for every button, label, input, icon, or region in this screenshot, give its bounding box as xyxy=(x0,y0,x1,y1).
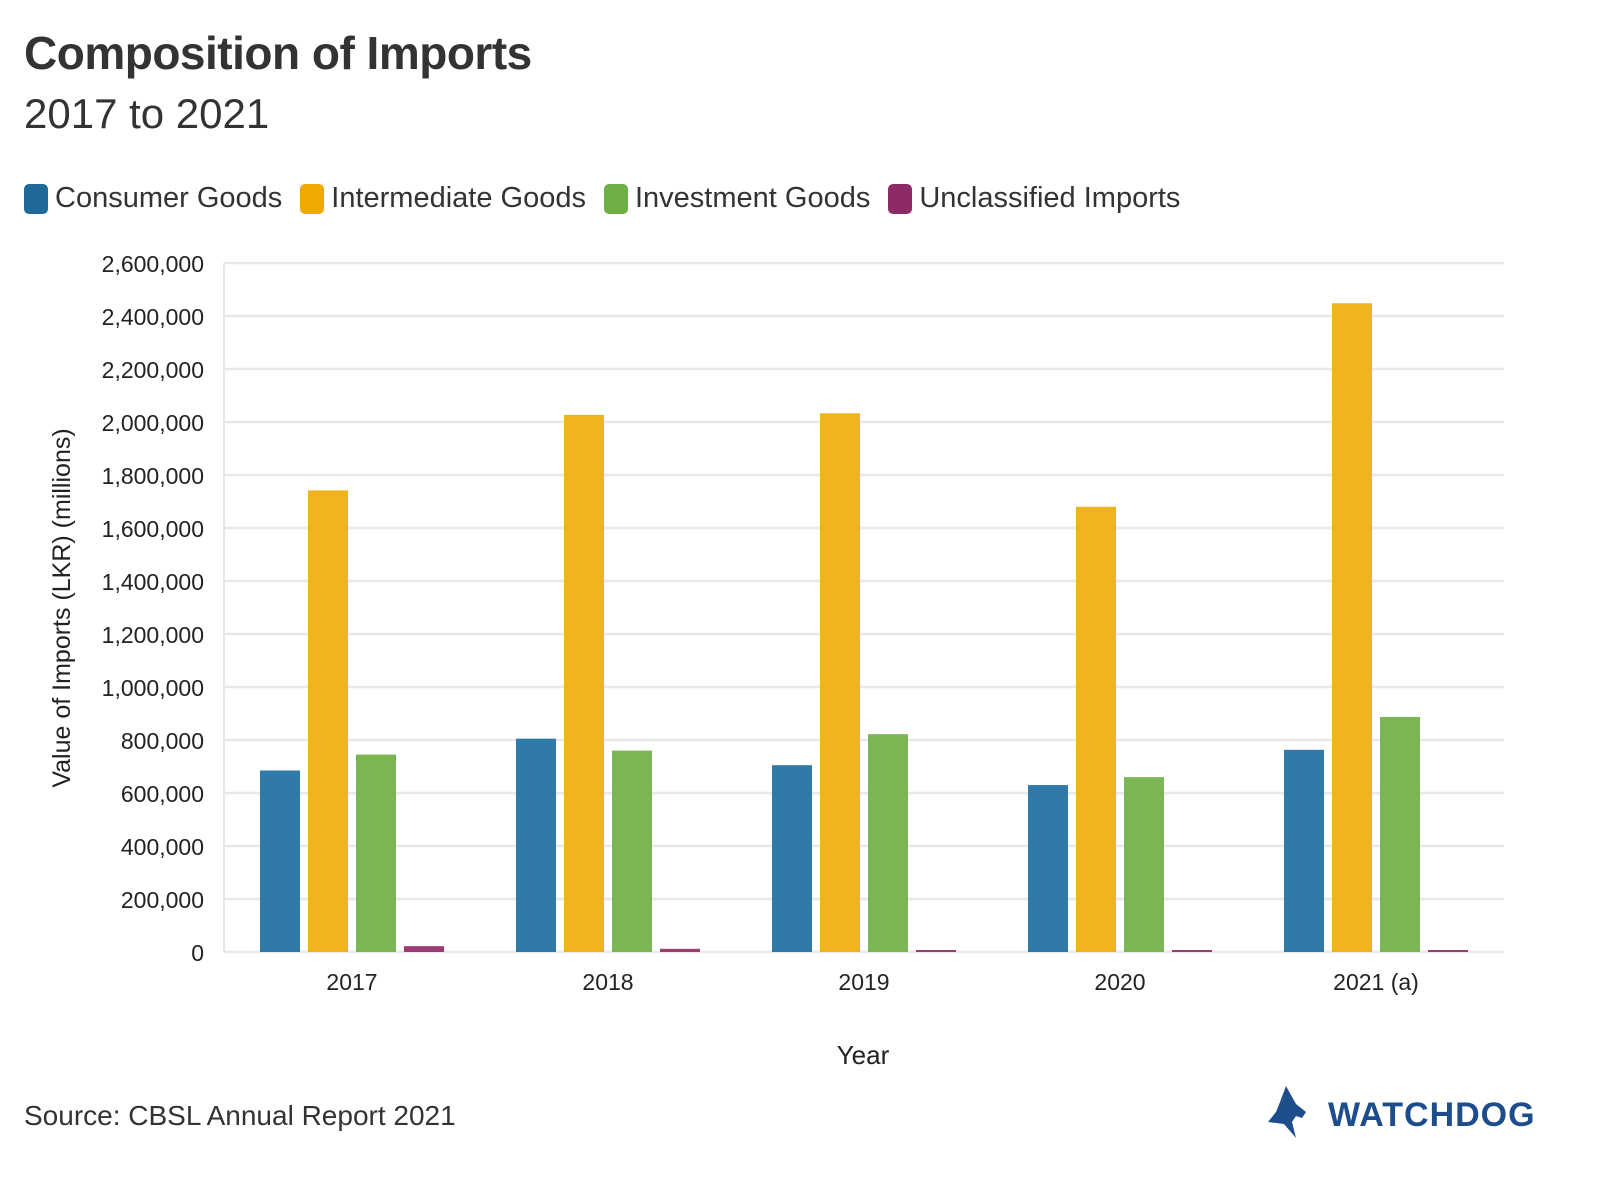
bar-consumer-goods[interactable] xyxy=(1284,749,1324,952)
x-tick-label: 2018 xyxy=(582,969,633,995)
bar-unclassified-imports[interactable] xyxy=(916,950,956,952)
legend-label-investment-goods: Investment Goods xyxy=(634,182,871,214)
legend-label-consumer-goods: Consumer Goods xyxy=(55,182,283,214)
legend-item-intermediate-goods[interactable]: Intermediate Goods xyxy=(300,182,586,215)
bar-consumer-goods[interactable] xyxy=(1028,785,1068,952)
legend-label-intermediate-goods: Intermediate Goods xyxy=(331,182,586,214)
legend-item-investment-goods[interactable]: Investment Goods xyxy=(603,182,871,215)
bar-intermediate-goods[interactable] xyxy=(1076,506,1116,952)
y-tick-label: 1,800,000 xyxy=(102,463,204,489)
bar-intermediate-goods[interactable] xyxy=(564,414,604,953)
bar-investment-goods[interactable] xyxy=(1124,777,1164,952)
y-tick-label: 2,200,000 xyxy=(102,357,204,383)
legend-swatch-investment-goods xyxy=(603,183,628,214)
y-tick-label: 2,600,000 xyxy=(102,251,204,277)
y-tick-label: 1,200,000 xyxy=(102,622,204,648)
logo-text: WATCHDOG xyxy=(1328,1096,1536,1134)
bar-consumer-goods[interactable] xyxy=(260,770,300,952)
axes: 0 200,000 400,000 600,000 800,000 1,000,000 1,… xyxy=(102,251,1419,995)
bar-investment-goods[interactable] xyxy=(868,734,908,952)
bar-investment-goods[interactable] xyxy=(356,754,396,952)
bars xyxy=(260,303,1468,953)
y-tick-label: 2,000,000 xyxy=(102,410,204,436)
bar-consumer-goods[interactable] xyxy=(516,738,556,952)
x-axis-title: Year xyxy=(837,1040,890,1070)
watchdog-logo[interactable]: WATCHDOG xyxy=(1262,1082,1562,1152)
y-tick-label: 400,000 xyxy=(121,834,204,860)
bar-intermediate-goods[interactable] xyxy=(820,413,860,952)
bar-unclassified-imports[interactable] xyxy=(660,948,700,952)
legend: Consumer Goods Intermediate Goods Invest… xyxy=(24,182,1198,215)
legend-swatch-consumer-goods xyxy=(24,183,48,214)
x-tick-label: 2019 xyxy=(838,969,889,995)
dog-head-icon xyxy=(1268,1086,1306,1138)
x-tick-label: 2021 (a) xyxy=(1333,969,1419,995)
legend-item-consumer-goods[interactable]: Consumer Goods xyxy=(24,182,282,215)
bar-consumer-goods[interactable] xyxy=(772,765,812,952)
legend-label-unclassified-imports: Unclassified Imports xyxy=(919,182,1181,214)
bar-unclassified-imports[interactable] xyxy=(1428,950,1468,952)
y-tick-label: 800,000 xyxy=(121,728,204,754)
bar-investment-goods[interactable] xyxy=(612,750,652,952)
y-tick-label: 2,400,000 xyxy=(102,304,204,330)
y-tick-label: 200,000 xyxy=(121,887,204,913)
legend-swatch-intermediate-goods xyxy=(300,183,325,214)
x-tick-label: 2020 xyxy=(1094,969,1145,995)
bar-unclassified-imports[interactable] xyxy=(1172,950,1212,952)
x-tick-label: 2017 xyxy=(326,969,377,995)
y-tick-label: 1,400,000 xyxy=(102,569,204,595)
chart-title: Composition of Imports xyxy=(24,27,532,79)
bar-investment-goods[interactable] xyxy=(1380,716,1420,952)
chart-subtitle: 2017 to 2021 xyxy=(24,90,270,137)
y-tick-label: 600,000 xyxy=(121,781,204,807)
bar-intermediate-goods[interactable] xyxy=(1332,303,1372,952)
y-axis-title: Value of Imports (LKR) (millions) xyxy=(48,428,76,787)
legend-item-unclassified-imports[interactable]: Unclassified Imports xyxy=(888,182,1180,215)
y-tick-label: 1,600,000 xyxy=(102,516,204,542)
source-note: Source: CBSL Annual Report 2021 xyxy=(24,1100,456,1131)
legend-swatch-unclassified-imports xyxy=(888,183,913,214)
bar-intermediate-goods[interactable] xyxy=(308,490,348,952)
y-tick-label: 1,000,000 xyxy=(102,675,204,701)
bar-unclassified-imports[interactable] xyxy=(404,946,444,952)
y-tick-label: 0 xyxy=(191,940,204,966)
